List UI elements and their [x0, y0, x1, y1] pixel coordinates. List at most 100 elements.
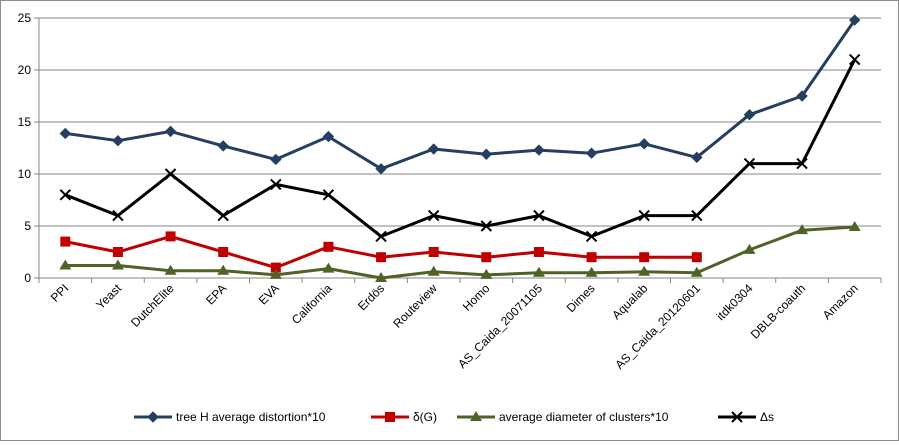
data-point	[480, 220, 493, 232]
series-3	[59, 53, 861, 243]
x-tick-label: EPA	[203, 281, 229, 307]
data-point	[638, 138, 650, 150]
data-point	[481, 252, 492, 263]
data-point	[585, 147, 598, 159]
data-point	[164, 264, 177, 275]
data-point	[322, 130, 335, 143]
data-point	[690, 266, 703, 277]
data-point	[533, 247, 544, 257]
data-point	[848, 221, 861, 232]
data-point	[743, 157, 756, 170]
x-tick-label: DutchElite	[128, 281, 177, 330]
data-point	[164, 125, 177, 138]
data-point	[743, 109, 756, 121]
x-tick-label: Amazon	[820, 281, 861, 322]
data-point	[585, 230, 598, 243]
data-point	[217, 140, 229, 152]
x-tick-label: Homo	[460, 281, 493, 314]
data-point	[743, 243, 756, 254]
data-point	[848, 14, 861, 26]
x-tick-label: EVA	[256, 281, 282, 307]
legend-swatch-marker	[731, 411, 743, 423]
legend: tree H average distortion*10 δ(G) average …	[134, 410, 774, 424]
data-point	[375, 272, 388, 282]
legend-item: δ(G)	[371, 410, 437, 424]
x-tick-label: PPI	[48, 281, 72, 305]
series-line	[65, 225, 855, 280]
legend-swatch-marker	[470, 411, 482, 421]
x-tick-label: itdk0304	[714, 281, 756, 323]
x-tick-label: California	[289, 281, 335, 327]
x-tick-label: Dimes	[564, 281, 598, 315]
legend-label: tree H average distortion*10	[176, 410, 326, 424]
data-point	[111, 259, 124, 270]
y-tick-label: 10	[18, 167, 32, 181]
x-tick-label: Routeview	[390, 281, 440, 331]
x-tick-label: Aqualab	[609, 281, 650, 322]
legend-swatch-marker	[385, 412, 395, 422]
data-point	[638, 209, 650, 222]
legend-swatch-marker	[147, 411, 159, 423]
data-point	[217, 209, 229, 222]
x-tick-label: Erdös	[355, 281, 387, 313]
data-point	[164, 168, 177, 180]
legend-item: Δs	[718, 410, 774, 424]
data-point	[217, 264, 230, 275]
data-point	[165, 231, 176, 242]
series-line	[65, 234, 697, 270]
series-line	[64, 58, 857, 238]
data-point	[269, 268, 282, 279]
series-group	[59, 14, 861, 282]
series-1	[60, 231, 702, 273]
legend-label: average diameter of clusters*10	[499, 410, 669, 424]
data-point	[60, 236, 71, 247]
data-point	[427, 143, 440, 155]
data-point	[533, 144, 545, 156]
y-tick-label: 15	[18, 115, 32, 129]
data-point	[270, 262, 281, 273]
series-0	[59, 14, 861, 175]
data-point	[112, 209, 124, 222]
data-point	[59, 127, 72, 140]
data-point	[639, 252, 650, 263]
axes	[34, 17, 882, 283]
legend-item: average diameter of clusters*10	[457, 410, 669, 424]
series-line	[65, 19, 856, 171]
gridlines	[39, 17, 881, 227]
data-point	[112, 135, 124, 147]
data-point	[428, 247, 439, 257]
data-point	[375, 163, 387, 175]
data-point	[796, 90, 808, 102]
data-point	[322, 189, 335, 201]
data-point	[585, 266, 598, 277]
legend-label: δ(G)	[413, 410, 437, 424]
data-point	[638, 265, 651, 276]
y-tick-label: 0	[24, 271, 31, 285]
x-tick-label: Yeast	[93, 281, 124, 312]
y-tick-label: 5	[24, 219, 31, 233]
data-point	[480, 268, 493, 279]
data-point	[691, 209, 703, 222]
data-point	[270, 153, 282, 166]
data-point	[322, 262, 335, 273]
data-point	[427, 209, 440, 222]
data-point	[59, 259, 72, 270]
series-2	[59, 221, 861, 282]
data-point	[375, 230, 387, 243]
data-point	[796, 224, 809, 235]
data-point	[533, 209, 545, 222]
data-point	[691, 252, 702, 263]
data-point	[480, 148, 493, 160]
data-point	[691, 151, 703, 164]
data-point	[586, 252, 597, 263]
data-point	[427, 265, 440, 276]
data-point	[848, 53, 861, 66]
data-point	[218, 247, 229, 257]
data-point	[270, 178, 282, 191]
data-point	[112, 247, 123, 257]
legend-label: Δs	[760, 410, 774, 424]
data-point	[532, 266, 545, 277]
data-point	[796, 157, 808, 170]
